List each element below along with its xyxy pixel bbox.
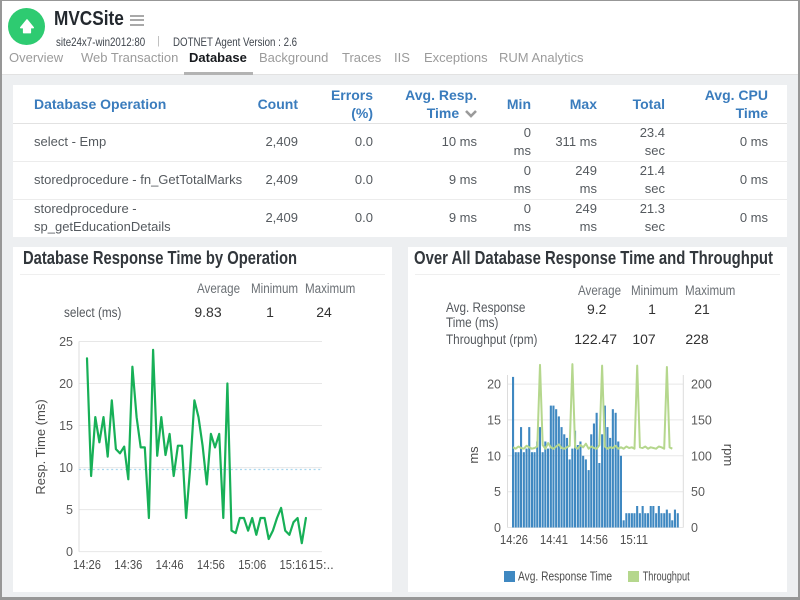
svg-text:20: 20: [487, 378, 501, 392]
svg-text:10: 10: [59, 461, 73, 475]
svg-text:5: 5: [494, 485, 501, 499]
svg-text:200: 200: [691, 378, 712, 392]
svg-text:Avg. Response Time: Avg. Response Time: [518, 569, 612, 584]
svg-text:15:..: 15:..: [309, 557, 334, 572]
svg-text:0: 0: [494, 521, 501, 535]
svg-text:150: 150: [691, 413, 712, 427]
svg-text:10: 10: [487, 449, 501, 463]
svg-text:14:46: 14:46: [156, 557, 184, 572]
svg-text:15: 15: [59, 419, 73, 433]
svg-text:14:36: 14:36: [114, 557, 142, 572]
svg-text:14:56: 14:56: [197, 557, 225, 572]
svg-text:Resp. Time (ms): Resp. Time (ms): [33, 399, 48, 494]
svg-text:14:26: 14:26: [73, 557, 101, 572]
svg-text:0: 0: [691, 521, 698, 535]
svg-text:14:56: 14:56: [580, 532, 608, 547]
svg-text:100: 100: [691, 449, 712, 463]
svg-text:5: 5: [66, 503, 73, 517]
svg-text:rpm: rpm: [721, 444, 736, 466]
svg-text:15: 15: [487, 413, 501, 427]
svg-text:14:26: 14:26: [500, 532, 528, 547]
svg-text:14:41: 14:41: [540, 532, 568, 547]
svg-text:Throughput: Throughput: [643, 569, 690, 584]
svg-text:50: 50: [691, 485, 705, 499]
svg-text:15:11: 15:11: [620, 532, 648, 547]
svg-text:20: 20: [59, 377, 73, 391]
svg-text:ms: ms: [466, 446, 481, 464]
svg-text:0: 0: [66, 545, 73, 559]
svg-text:15:16: 15:16: [280, 557, 308, 572]
svg-text:25: 25: [59, 335, 73, 349]
svg-text:15:06: 15:06: [238, 557, 266, 572]
